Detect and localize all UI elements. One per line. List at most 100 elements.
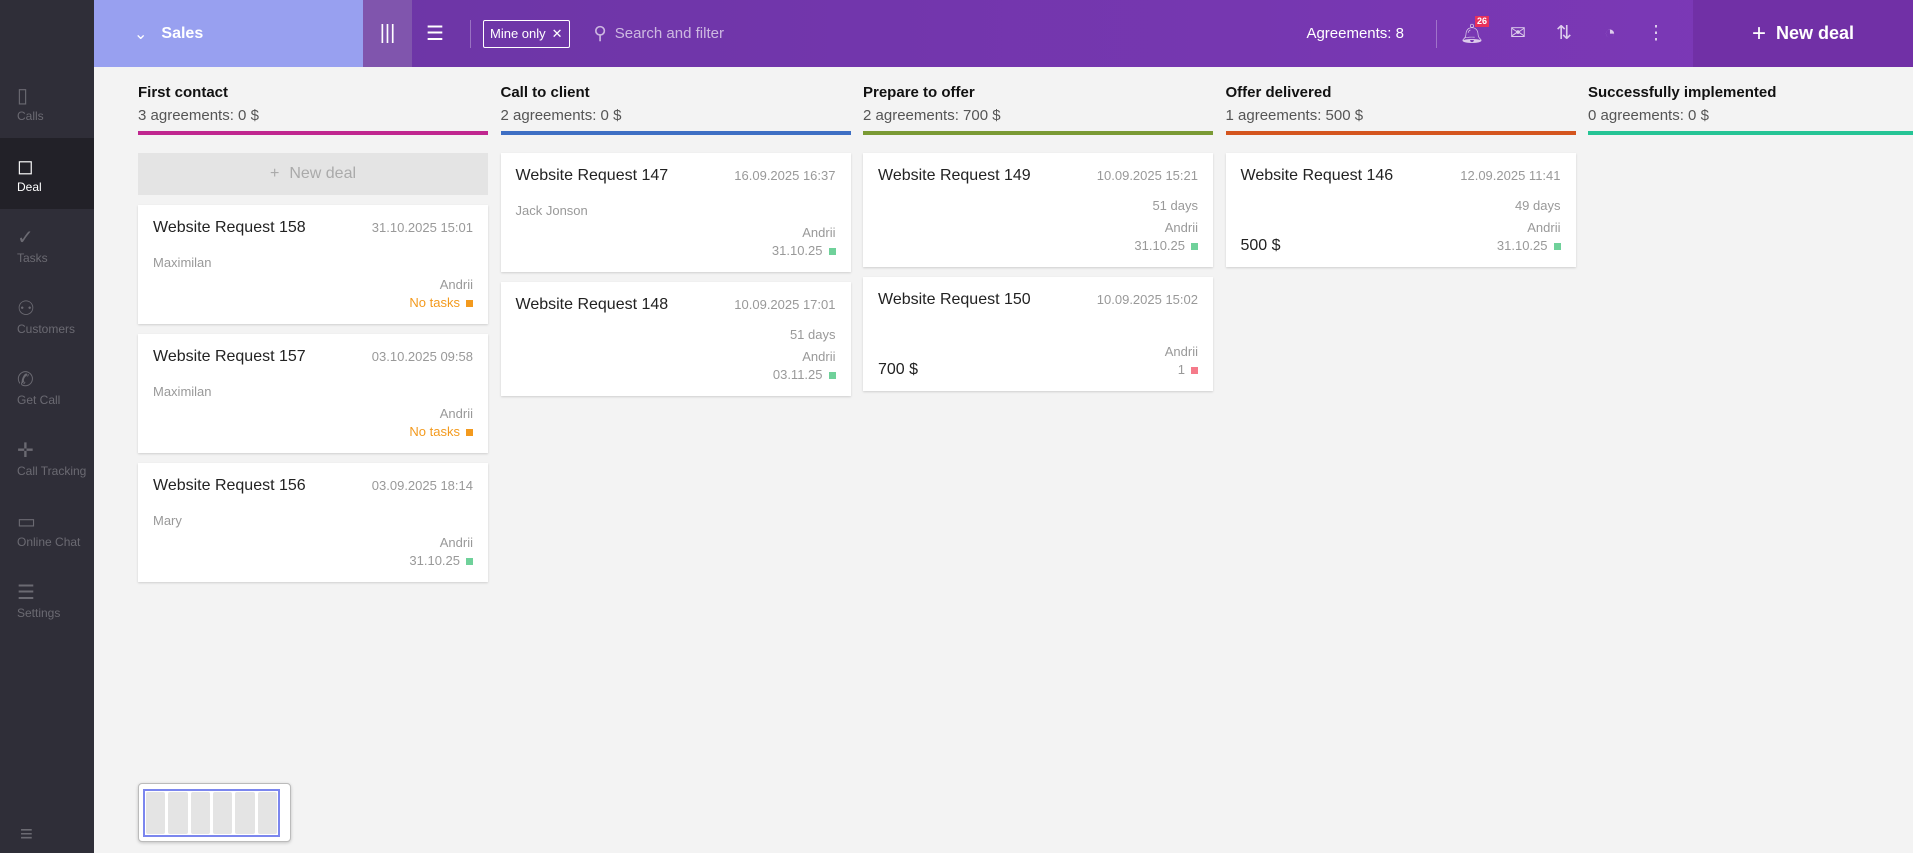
sidebar-item-settings[interactable]: ☰ Settings (0, 564, 94, 635)
card-header: Website Request 147 16.09.2025 16:37 (516, 167, 836, 185)
card-header: Website Request 148 10.09.2025 17:01 (516, 296, 836, 314)
deal-amount: 500 $ (1240, 237, 1281, 254)
card-footer: 500 $ Andrii 31.10.25 (1241, 219, 1561, 255)
deal-title[interactable]: Website Request 150 (878, 291, 1031, 308)
list-view-button[interactable]: ☰ (426, 23, 444, 45)
status-indicator (828, 248, 836, 255)
deal-owner: Andrii (439, 535, 473, 550)
card-list: Website Request 158 31.10.2025 15:01 Maxim… (138, 205, 488, 582)
sidebar-item-get-call[interactable]: ✆ Get Call (0, 351, 94, 422)
status-text: 31.10.25 (771, 243, 823, 258)
chat-icon: ▭ (17, 510, 36, 533)
status-indicator (466, 558, 473, 565)
deal-title[interactable]: Website Request 158 (153, 219, 306, 236)
mail-icon[interactable]: ✉ (1510, 23, 1526, 44)
card-meta: Andrii 31.10.25 (409, 534, 473, 570)
deal-age: 49 days (1514, 198, 1561, 213)
sidebar-item-label: Tasks (17, 250, 48, 265)
bell-icon[interactable]: 🔔︎ 26 (1459, 15, 1490, 45)
card-header: Website Request 157 03.10.2025 09:58 (153, 348, 473, 366)
deal-card[interactable]: Website Request 158 31.10.2025 15:01 Maxim… (138, 205, 488, 324)
card-meta: Andrii 31.10.25 (772, 224, 836, 260)
deal-amount: 700 $ (878, 361, 919, 378)
deal-date: 03.10.2025 09:58 (371, 349, 473, 364)
new-deal-label: New deal (1775, 23, 1855, 43)
menu-icon[interactable]: ≡ (20, 821, 33, 846)
status-text: No tasks (409, 295, 460, 310)
deal-title[interactable]: Website Request 157 (153, 348, 306, 365)
pipeline-column: Call to client 2 agreements: 0 $ Website R… (500, 67, 851, 396)
deal-date: 03.09.2025 18:14 (371, 478, 473, 493)
deal-card[interactable]: Website Request 156 03.09.2025 18:14 Mary A… (138, 463, 488, 582)
board-minimap[interactable] (138, 783, 291, 842)
deal-card[interactable]: Website Request 146 12.09.2025 11:41 49 da… (1225, 153, 1576, 267)
card-header: Website Request 149 10.09.2025 15:21 (878, 167, 1198, 185)
plus-icon: + (1751, 19, 1766, 47)
column-summary: 1 agreements: 500 $ (1225, 107, 1364, 124)
deal-title[interactable]: Website Request 147 (515, 167, 669, 184)
card-footer: Andrii 31.10.25 (516, 224, 836, 260)
deal-card[interactable]: Website Request 157 03.10.2025 09:58 Maxim… (138, 334, 488, 453)
status-text: 1 (1177, 362, 1185, 377)
card-header: Website Request 146 12.09.2025 11:41 (1241, 167, 1561, 185)
deal-title[interactable]: Website Request 146 (1240, 167, 1394, 184)
status-indicator (466, 429, 473, 436)
sidebar-item-deal[interactable]: ◻ Deal (0, 138, 94, 209)
deal-icon: ◻ (17, 155, 34, 178)
status-text: 31.10.25 (409, 553, 460, 568)
deal-card[interactable]: Website Request 149 10.09.2025 15:21 51 da… (863, 153, 1213, 267)
gauge-icon[interactable]: ◔ (1604, 22, 1616, 44)
deal-owner: Andrii (1164, 220, 1198, 235)
status-text: 31.10.25 (1496, 238, 1548, 253)
card-meta: Andrii 1 (1165, 343, 1198, 379)
search-input[interactable]: ⚲ Search and filter (594, 23, 724, 44)
sidebar-item-calls[interactable]: ▯ Calls (0, 67, 94, 138)
status-indicator (828, 372, 836, 379)
sidebar-item-customers[interactable]: ⚇ Customers (0, 280, 94, 351)
deal-title[interactable]: Website Request 148 (515, 296, 669, 313)
notification-badge: 26 (1475, 15, 1490, 27)
deal-date: 31.10.2025 15:01 (371, 220, 473, 235)
new-deal-label: New deal (289, 165, 357, 182)
pipeline-name: Sales (161, 24, 204, 42)
deal-card[interactable]: Website Request 150 10.09.2025 15:02 700 $… (863, 277, 1213, 391)
kanban-view-button[interactable]: ||| (363, 0, 412, 67)
deal-card[interactable]: Website Request 148 10.09.2025 17:01 51 da… (500, 282, 851, 396)
minimap-viewport[interactable] (143, 789, 280, 837)
deal-status: 31.10.25 (1134, 237, 1198, 255)
sidebar-item-label: Settings (17, 605, 61, 620)
deal-date: 12.09.2025 11:41 (1460, 168, 1561, 183)
column-summary: 0 agreements: 0 $ (1588, 107, 1709, 124)
sidebar-item-call-tracking[interactable]: ✛ Call Tracking (0, 422, 94, 493)
new-deal-button[interactable]: + New deal (1693, 0, 1913, 67)
more-icon[interactable]: ⋮ (1646, 23, 1666, 44)
close-icon[interactable]: ✕ (551, 25, 563, 41)
deal-owner: Andrii (1527, 220, 1561, 235)
card-list: Website Request 149 10.09.2025 15:21 51 da… (863, 153, 1213, 391)
column-title: First contact (138, 84, 229, 101)
deal-date: 10.09.2025 15:21 (1096, 168, 1198, 183)
card-meta: Andrii 31.10.25 (1497, 219, 1561, 255)
sidebar-item-label: Online Chat (17, 534, 81, 549)
sidebar-item-online-chat[interactable]: ▭ Online Chat (0, 493, 94, 564)
deal-status: 31.10.25 (1497, 237, 1561, 255)
divider (1436, 19, 1437, 48)
deal-title[interactable]: Website Request 149 (878, 167, 1031, 184)
plus-icon: + (269, 165, 280, 182)
sort-icon[interactable]: ⇅ (1556, 23, 1572, 44)
filter-chip[interactable]: Mine only ✕ (483, 19, 570, 48)
status-indicator (1191, 243, 1198, 250)
card-footer: Andrii 31.10.25 (878, 219, 1198, 255)
card-meta: Andrii 03.11.25 (773, 348, 836, 384)
deal-card[interactable]: Website Request 147 16.09.2025 16:37 Jack … (500, 153, 851, 272)
sidebar-item-label: Get Call (17, 392, 61, 407)
column-new-deal-button[interactable]: + New deal (138, 153, 488, 195)
deal-owner: Andrii (439, 277, 473, 292)
card-meta: Andrii No tasks (409, 405, 473, 441)
deal-title[interactable]: Website Request 156 (153, 477, 306, 494)
pipeline-selector[interactable]: ⌄ Sales (94, 0, 363, 67)
card-meta: Andrii 31.10.25 (1134, 219, 1198, 255)
topbar: ⌄ Sales ||| ☰ Mine only ✕ ⚲ Search and filt… (94, 0, 1913, 67)
sidebar-item-tasks[interactable]: ✓ Tasks (0, 209, 94, 280)
deal-age: 51 days (789, 327, 836, 342)
